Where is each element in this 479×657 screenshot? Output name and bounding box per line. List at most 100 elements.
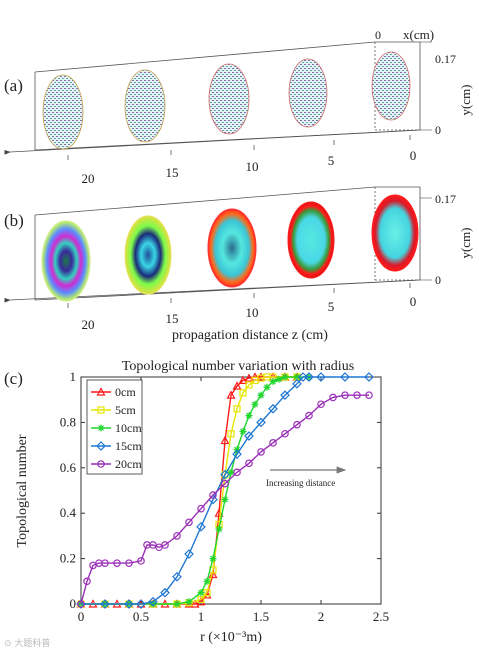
data-point — [353, 391, 361, 399]
legend-marker — [97, 406, 105, 414]
data-point — [365, 391, 373, 399]
x-tick-label: 0.5 — [133, 609, 149, 624]
data-point — [238, 375, 248, 385]
annotation-text: Increasing distance — [266, 478, 335, 488]
x-axis: 0 0.5 1 1.5 2 2.5 — [78, 377, 389, 624]
data-point — [148, 596, 158, 607]
data-point — [281, 429, 289, 438]
panel-a-label: (a) — [4, 76, 23, 95]
panel-b: (b) 0.17 0 y(cm) 20 15 10 — [4, 186, 473, 343]
data-point — [245, 412, 253, 420]
data-point — [137, 557, 145, 565]
y-tick-label: 0.8 — [60, 414, 76, 429]
panel-a-y-tick-top: 0.17 — [435, 52, 456, 66]
x-axis-label: r (×10⁻³m) — [200, 630, 262, 645]
data-point — [136, 599, 146, 609]
data-point — [239, 427, 247, 435]
data-point — [233, 405, 241, 413]
panel-b-z-tick-5: 5 — [328, 299, 335, 314]
series-layer — [76, 372, 374, 609]
panel-a-field-discs — [42, 51, 411, 150]
data-point — [101, 559, 109, 567]
data-point — [305, 411, 313, 420]
data-point — [280, 390, 290, 401]
legend-label: 5cm — [115, 403, 136, 417]
data-point — [263, 383, 271, 391]
data-point — [256, 417, 266, 428]
x-tick-label: 0 — [78, 609, 85, 624]
data-point — [113, 559, 121, 567]
data-point — [226, 390, 236, 399]
data-point — [197, 595, 205, 604]
data-point — [268, 403, 278, 414]
series-line — [80, 394, 369, 605]
chart-title: Topological number variation with radius — [122, 359, 354, 374]
data-point — [257, 391, 265, 399]
data-point — [329, 393, 337, 402]
data-point — [185, 518, 193, 527]
panel-a-z-tick-0: 0 — [410, 148, 417, 163]
y-tick-label: 0.2 — [60, 551, 76, 566]
data-point — [184, 549, 194, 559]
legend-label: 10cm — [115, 421, 142, 435]
data-point — [341, 391, 349, 399]
panel-b-z-tick-10: 10 — [246, 305, 259, 320]
data-point — [173, 600, 181, 608]
data-point — [232, 381, 242, 390]
data-point — [232, 449, 242, 460]
data-point — [245, 381, 253, 389]
data-point — [215, 525, 223, 533]
data-point — [316, 372, 326, 382]
y-tick-label: 0.6 — [60, 460, 77, 475]
data-point — [304, 372, 314, 382]
data-point — [125, 559, 133, 567]
legend-item-20cm: 20cm — [91, 457, 142, 471]
data-point — [244, 431, 254, 441]
x-tick-label: 1 — [198, 609, 205, 624]
panel-a-z-tick-20: 20 — [82, 171, 95, 186]
data-point — [340, 372, 350, 382]
y-axis: 0 0.2 0.4 0.6 0.8 1 — [60, 369, 381, 611]
data-point — [245, 459, 253, 468]
data-point — [269, 439, 277, 447]
panel-a: (a) 0 x(cm) 0.17 0 y(cm) 20 — [4, 27, 473, 186]
legend-item-0cm: 0cm — [91, 385, 136, 399]
data-point — [185, 598, 193, 606]
panel-b-label: (b) — [4, 211, 24, 230]
data-point — [161, 541, 169, 549]
data-point — [233, 468, 241, 477]
data-point — [77, 600, 85, 608]
data-point — [197, 504, 205, 513]
data-point — [173, 532, 181, 540]
panel-b-box — [4, 186, 432, 308]
legend-item-10cm: 10cm — [91, 421, 142, 435]
data-point — [251, 400, 259, 408]
panel-b-y-tick-bottom: 0 — [435, 273, 441, 287]
series-20cm — [77, 391, 373, 608]
y-tick-label: 0 — [70, 596, 77, 611]
legend-item-5cm: 5cm — [91, 403, 136, 417]
series-line — [81, 376, 369, 605]
data-point — [293, 420, 301, 429]
data-point — [239, 389, 247, 397]
data-point — [292, 378, 302, 389]
data-point — [257, 448, 265, 456]
data-point — [83, 577, 91, 586]
data-point — [197, 589, 205, 597]
data-point — [221, 479, 229, 488]
data-point — [221, 496, 229, 504]
data-point — [244, 373, 254, 382]
data-point — [149, 600, 157, 608]
x-tick-label: 2.5 — [373, 609, 389, 624]
legend-label: 0cm — [115, 385, 136, 399]
panel-b-z-label: propagation distance z (cm) — [172, 328, 328, 343]
data-point — [275, 375, 283, 383]
panel-b-y-label: y(cm) — [458, 227, 473, 258]
data-point — [172, 571, 182, 582]
legend-marker — [96, 441, 106, 451]
data-point — [203, 577, 211, 585]
data-point — [256, 372, 266, 381]
panel-b-z-tick-15: 15 — [166, 311, 179, 326]
y-tick-label: 1 — [70, 369, 77, 384]
